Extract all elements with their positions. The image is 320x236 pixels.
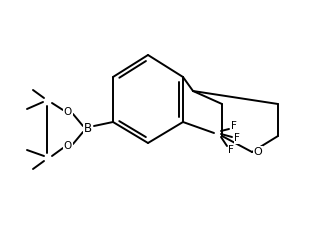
Text: F: F [231, 121, 237, 131]
Text: F: F [228, 145, 234, 155]
Text: O: O [64, 141, 72, 151]
Text: O: O [254, 147, 262, 157]
Text: F: F [234, 133, 240, 143]
Text: B: B [84, 122, 92, 135]
Text: O: O [64, 107, 72, 117]
